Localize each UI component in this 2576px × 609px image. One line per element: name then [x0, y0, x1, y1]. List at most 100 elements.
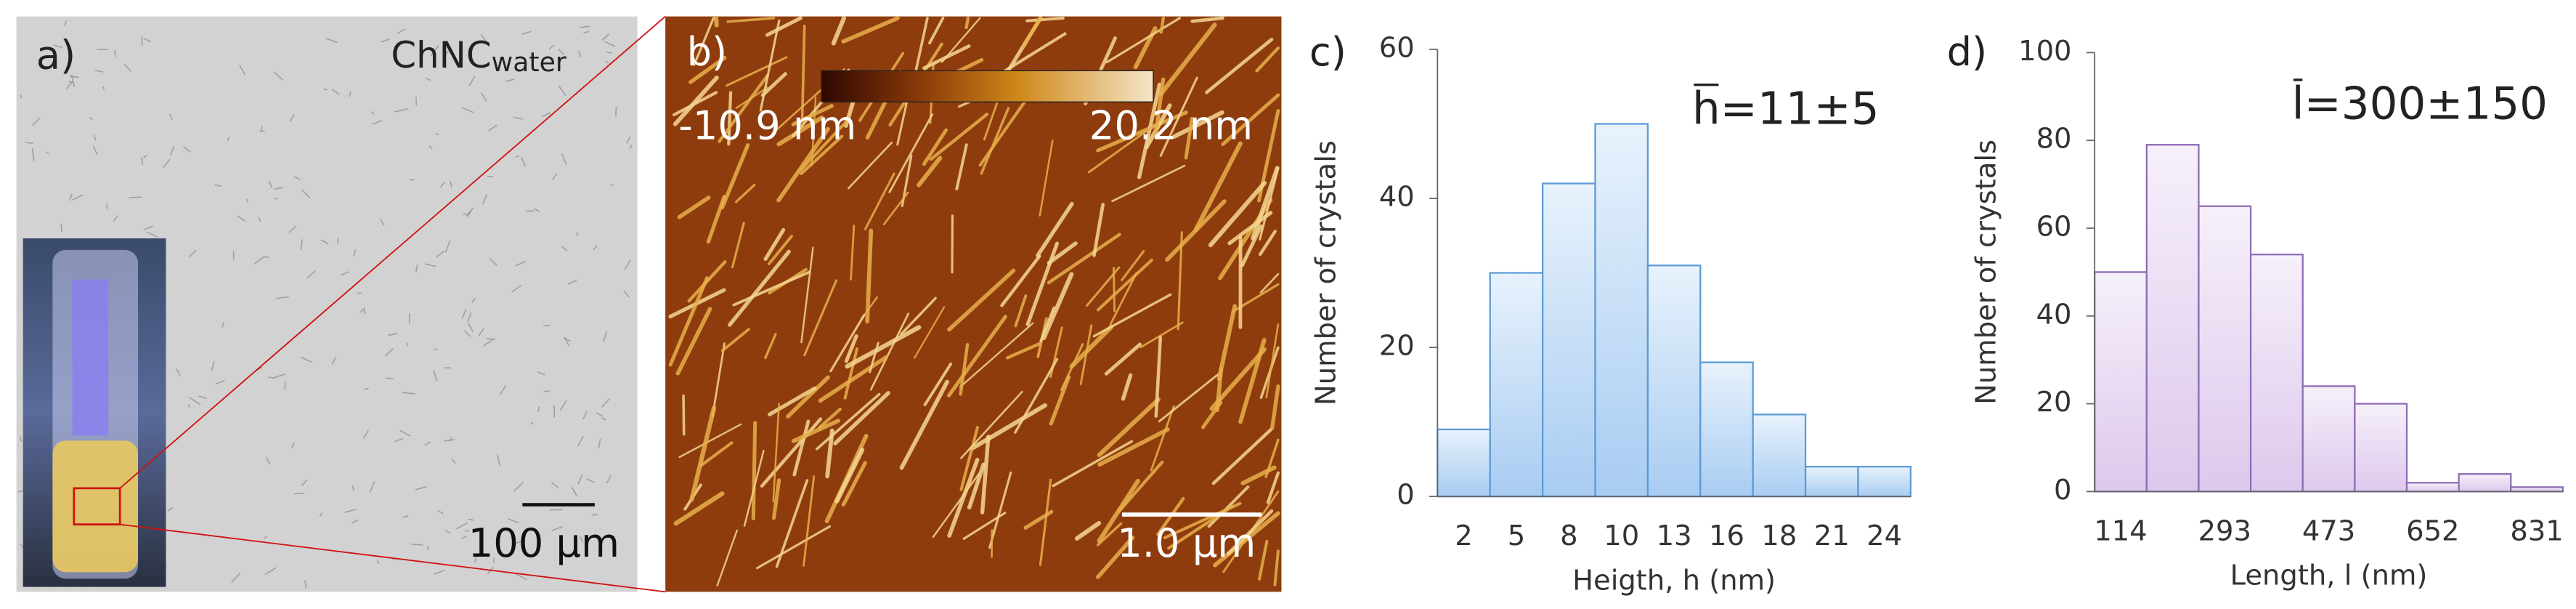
crystal — [760, 72, 787, 97]
speck — [253, 257, 264, 265]
speck — [268, 376, 275, 379]
crystal — [1111, 164, 1186, 203]
speck — [606, 475, 612, 484]
crystal — [1092, 293, 1172, 338]
crystal — [914, 306, 946, 359]
speck — [515, 155, 520, 158]
speck — [605, 60, 609, 64]
bar — [2458, 473, 2512, 493]
crystal — [988, 471, 1012, 549]
speck — [499, 384, 507, 395]
speck — [466, 207, 474, 217]
speck — [25, 142, 33, 145]
speck — [189, 397, 201, 406]
crystal — [1255, 46, 1280, 73]
speck — [474, 553, 478, 563]
speck — [300, 356, 312, 363]
crystal — [1069, 324, 1114, 369]
crystal — [959, 343, 970, 396]
speck — [424, 263, 436, 267]
crystal — [1096, 522, 1123, 547]
speck — [577, 435, 584, 447]
speck — [147, 231, 158, 238]
speck — [394, 437, 404, 443]
crystal — [1153, 77, 1166, 137]
crystal — [980, 435, 991, 515]
speck — [601, 33, 609, 41]
speck — [537, 406, 540, 412]
crystal — [831, 15, 847, 46]
y-axis-label: Number of crystals — [1309, 140, 1342, 406]
speck — [231, 573, 241, 583]
speck — [363, 387, 369, 391]
x-tick-label: 831 — [2510, 515, 2563, 547]
speck — [92, 145, 98, 156]
speck — [497, 453, 500, 467]
crystal — [1074, 520, 1102, 541]
crystal — [734, 183, 756, 203]
crystal — [845, 325, 922, 369]
crystal — [1209, 347, 1267, 411]
crystal — [720, 143, 750, 210]
speck — [113, 214, 118, 222]
crystal — [818, 355, 888, 403]
speck — [624, 259, 631, 270]
annotation: h=11±5 — [1692, 83, 1880, 134]
crystal — [677, 195, 711, 219]
crystal — [1025, 16, 1065, 23]
speck — [276, 296, 289, 299]
crystal — [1259, 273, 1280, 294]
speck — [550, 482, 559, 488]
crystal — [1014, 294, 1028, 328]
speck — [379, 219, 385, 226]
bar — [1541, 182, 1596, 498]
speck — [629, 145, 633, 150]
speck — [386, 377, 394, 380]
crystal — [834, 448, 865, 504]
crystal — [688, 55, 727, 84]
x-tick-label: 18 — [1761, 520, 1797, 552]
speck — [325, 38, 338, 44]
speck — [579, 536, 583, 543]
speck — [623, 290, 630, 298]
speck — [188, 249, 197, 258]
speck — [437, 509, 444, 515]
crystal — [799, 121, 848, 172]
crystal — [1211, 428, 1272, 485]
crystal — [800, 24, 806, 118]
speck — [300, 239, 303, 251]
speck — [468, 76, 476, 86]
crystal — [929, 113, 989, 161]
crystal — [1159, 16, 1166, 34]
speck — [273, 71, 284, 81]
zoom-box — [73, 487, 121, 525]
x-tick-label: 5 — [1508, 520, 1525, 552]
crystal — [1200, 400, 1223, 429]
crystal — [1096, 259, 1153, 312]
speck — [455, 522, 468, 530]
bar — [1594, 123, 1649, 498]
crystal — [732, 270, 811, 307]
bar — [2094, 271, 2148, 493]
annotation: l=300±150 — [2292, 78, 2548, 130]
crystal — [718, 73, 769, 143]
speck — [580, 25, 590, 28]
crystal — [768, 235, 793, 265]
crystal — [693, 17, 715, 66]
speck — [451, 458, 456, 464]
speck — [430, 45, 439, 57]
speck — [450, 180, 452, 187]
speck — [290, 443, 295, 449]
y-tick-label: 0 — [1397, 479, 1414, 512]
speck — [463, 330, 471, 337]
crystal — [765, 16, 803, 37]
speck — [516, 573, 527, 581]
panel-label: b) — [687, 29, 728, 75]
speck — [444, 439, 455, 442]
zoom-line — [120, 523, 666, 593]
speck — [60, 223, 62, 233]
crystal — [1137, 82, 1162, 180]
crystal — [1109, 272, 1138, 326]
speck — [376, 560, 380, 565]
